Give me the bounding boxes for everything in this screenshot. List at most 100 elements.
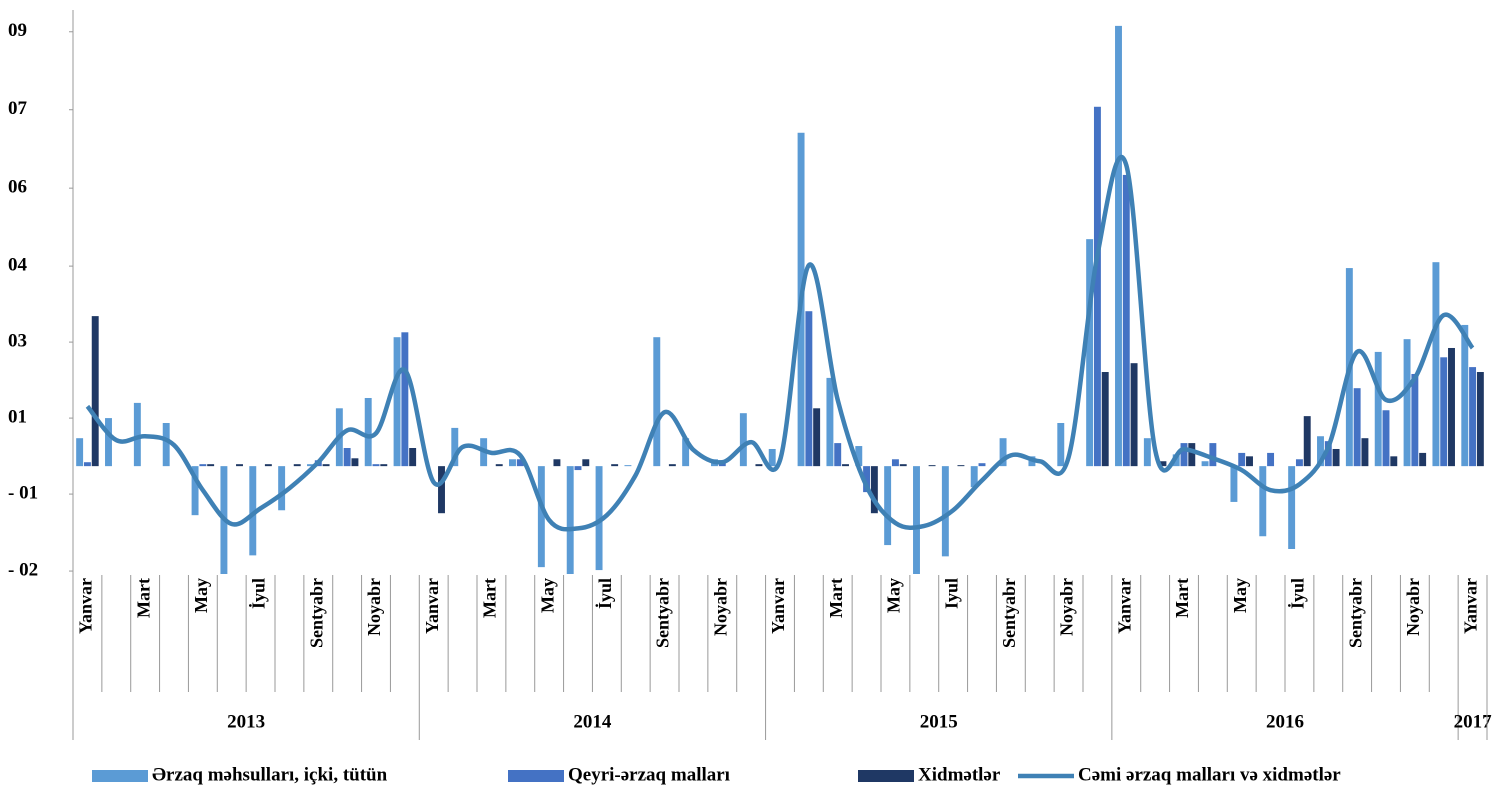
x-tick-label: Yanvar: [1114, 578, 1134, 634]
bar: [842, 464, 849, 467]
bar: [574, 466, 582, 471]
bar: [76, 438, 84, 467]
bar: [343, 448, 351, 467]
bar: [891, 459, 899, 467]
bar: [1390, 456, 1398, 467]
bar: [91, 316, 99, 467]
bar: [249, 466, 257, 556]
bar: [826, 377, 834, 467]
y-tick-label: 04: [8, 254, 28, 275]
line: [85, 154, 1475, 532]
x-tick-label: İyul: [595, 578, 615, 609]
bar: [913, 466, 920, 574]
bar: [1469, 367, 1477, 467]
bar: [236, 464, 243, 467]
bar: [553, 459, 561, 467]
x-tick-label: Yanvar: [768, 578, 788, 634]
legend-swatch: [92, 770, 148, 782]
bar: [105, 418, 112, 467]
bar: [1448, 347, 1455, 467]
bar: [624, 465, 632, 467]
bar: [1324, 441, 1332, 467]
bar: [805, 311, 813, 467]
bar: [1332, 448, 1340, 467]
bar: [999, 438, 1007, 467]
bar: [372, 464, 380, 467]
x-tick-label: Sentyabr: [306, 578, 326, 648]
bar: [1382, 410, 1390, 467]
x-tick-label: Mart: [826, 578, 846, 618]
year-label: 2015: [920, 711, 958, 732]
bar: [768, 448, 776, 467]
bar: [1419, 452, 1427, 467]
bar: [957, 465, 965, 467]
bar: [611, 464, 619, 467]
x-tick-label: Yanvar: [422, 578, 442, 634]
bar: [1230, 466, 1238, 502]
bar: [409, 448, 417, 467]
year-label: 2016: [1266, 711, 1304, 732]
year-label: 2014: [573, 711, 612, 732]
bar: [278, 466, 286, 511]
bar: [1093, 106, 1101, 467]
x-tick-label: Mart: [133, 578, 153, 618]
bar: [870, 466, 878, 514]
bar: [739, 413, 747, 467]
bar: [495, 464, 503, 467]
x-tick-label: Mart: [1172, 578, 1192, 618]
y-tick-label: 09: [8, 20, 27, 41]
x-tick-label: Yanvar: [1461, 578, 1481, 634]
x-tick-label: İyul: [249, 578, 269, 609]
bar: [307, 464, 314, 467]
bar: [1476, 372, 1484, 467]
bar: [1159, 461, 1167, 467]
y-tick-label: 07: [8, 98, 28, 119]
bar: [451, 427, 459, 467]
bar: [928, 465, 936, 467]
bar: [83, 462, 91, 467]
bar: [162, 422, 170, 467]
bar: [755, 464, 763, 467]
legend-label: Cəmi ərzaq malları və xidmətlər: [1078, 764, 1341, 785]
bar: [941, 466, 949, 557]
bar: [1086, 239, 1094, 467]
bar: [1115, 25, 1122, 467]
bar: [899, 464, 907, 467]
x-tick-label: May: [191, 578, 211, 613]
bar: [582, 459, 590, 467]
bar: [1461, 324, 1469, 467]
bar: [1403, 339, 1411, 467]
x-tick-label: Noyabr: [1403, 578, 1423, 636]
y-tick-label: 01: [8, 406, 27, 427]
bar: [1209, 443, 1217, 467]
y-tick-label: 03: [8, 330, 27, 351]
bar: [863, 466, 871, 493]
bar: [566, 466, 574, 574]
bar: [1188, 443, 1196, 467]
bar: [516, 459, 524, 467]
bar: [1440, 357, 1448, 467]
bar: [1180, 443, 1188, 467]
x-tick-label: Sentyabr: [1345, 578, 1365, 648]
x-tick-label: Sentyabr: [653, 578, 673, 648]
bar: [1201, 461, 1209, 467]
bar: [207, 464, 215, 467]
bar: [1259, 466, 1267, 537]
bar: [393, 337, 401, 467]
bar: [855, 446, 863, 467]
bar: [509, 459, 516, 467]
x-tick-label: Iyul: [941, 578, 961, 609]
bar: [1361, 438, 1369, 467]
x-tick-label: Noyabr: [1057, 578, 1077, 636]
legend-label: Xidmətlər: [918, 764, 1001, 785]
bar: [1317, 436, 1324, 467]
bar: [1288, 466, 1296, 549]
x-tick-label: İyul: [1288, 578, 1308, 609]
legend-swatch: [858, 770, 914, 782]
bar: [1353, 388, 1361, 467]
bar: [1374, 351, 1382, 467]
y-tick-label: - 01: [8, 482, 38, 503]
bar: [380, 464, 388, 467]
bar: [351, 458, 359, 467]
